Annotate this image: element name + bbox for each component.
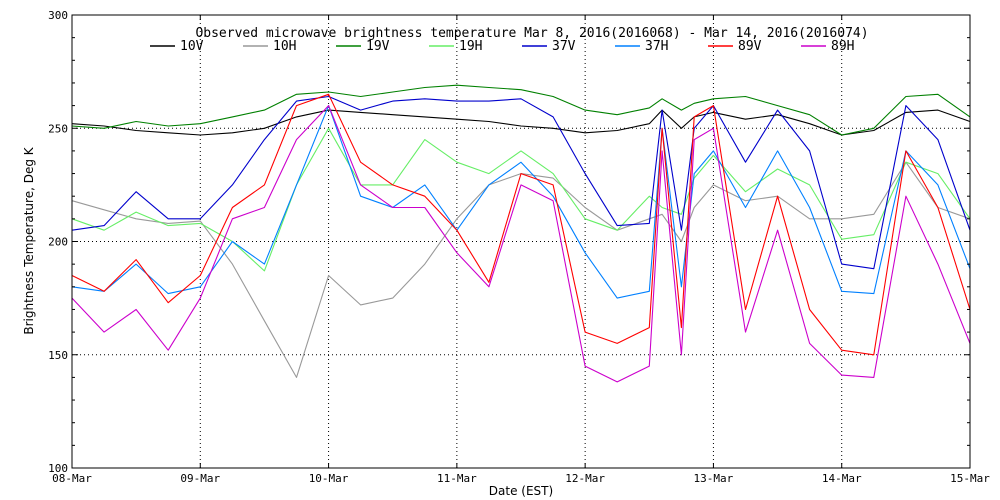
x-tick-label: 13-Mar bbox=[694, 472, 734, 485]
legend-label-19h: 19H bbox=[459, 39, 482, 54]
x-tick-label: 14-Mar bbox=[822, 472, 862, 485]
legend-label-89h: 89H bbox=[831, 39, 854, 54]
x-tick-label: 08-Mar bbox=[52, 472, 92, 485]
legend: 10V 10H 19V 19H 37V 37H 89V 89H bbox=[150, 39, 854, 54]
series-line-89h bbox=[71, 105, 971, 383]
legend-label-89v: 89V bbox=[738, 39, 762, 54]
series-line-37h bbox=[71, 105, 971, 299]
series-line-89v bbox=[71, 93, 971, 356]
legend-label-37v: 37V bbox=[552, 39, 576, 54]
series-line-10v bbox=[71, 109, 971, 136]
legend-label-37h: 37H bbox=[645, 39, 668, 54]
series-layer bbox=[71, 84, 971, 383]
axis-ticks: 08-Mar 09-Mar 10-Mar 11-Mar 12-Mar 13-Mar 14-M… bbox=[48, 9, 990, 485]
y-tick-label: 250 bbox=[48, 122, 68, 135]
y-tick-label: 100 bbox=[48, 462, 68, 475]
y-tick-label: 300 bbox=[48, 9, 68, 22]
x-tick-label: 10-Mar bbox=[309, 472, 349, 485]
legend-label-10h: 10H bbox=[273, 39, 296, 54]
y-axis-label: Brightness Temperature, Deg K bbox=[22, 146, 36, 334]
y-tick-label: 150 bbox=[48, 349, 68, 362]
x-tick-label: 12-Mar bbox=[565, 472, 605, 485]
legend-label-19v: 19V bbox=[366, 39, 390, 54]
series-line-37v bbox=[71, 95, 971, 270]
x-tick-label: 11-Mar bbox=[437, 472, 477, 485]
series-line-19v bbox=[71, 84, 971, 136]
series-line-19h bbox=[71, 127, 971, 272]
x-axis-label: Date (EST) bbox=[489, 484, 553, 498]
x-tick-label: 09-Mar bbox=[180, 472, 220, 485]
chart-title: Observed microwave brightness temperatur… bbox=[195, 26, 868, 41]
legend-label-10v: 10V bbox=[180, 39, 204, 54]
x-tick-label: 15-Mar bbox=[950, 472, 990, 485]
y-tick-label: 200 bbox=[48, 236, 68, 249]
series-line-10h bbox=[71, 161, 971, 378]
